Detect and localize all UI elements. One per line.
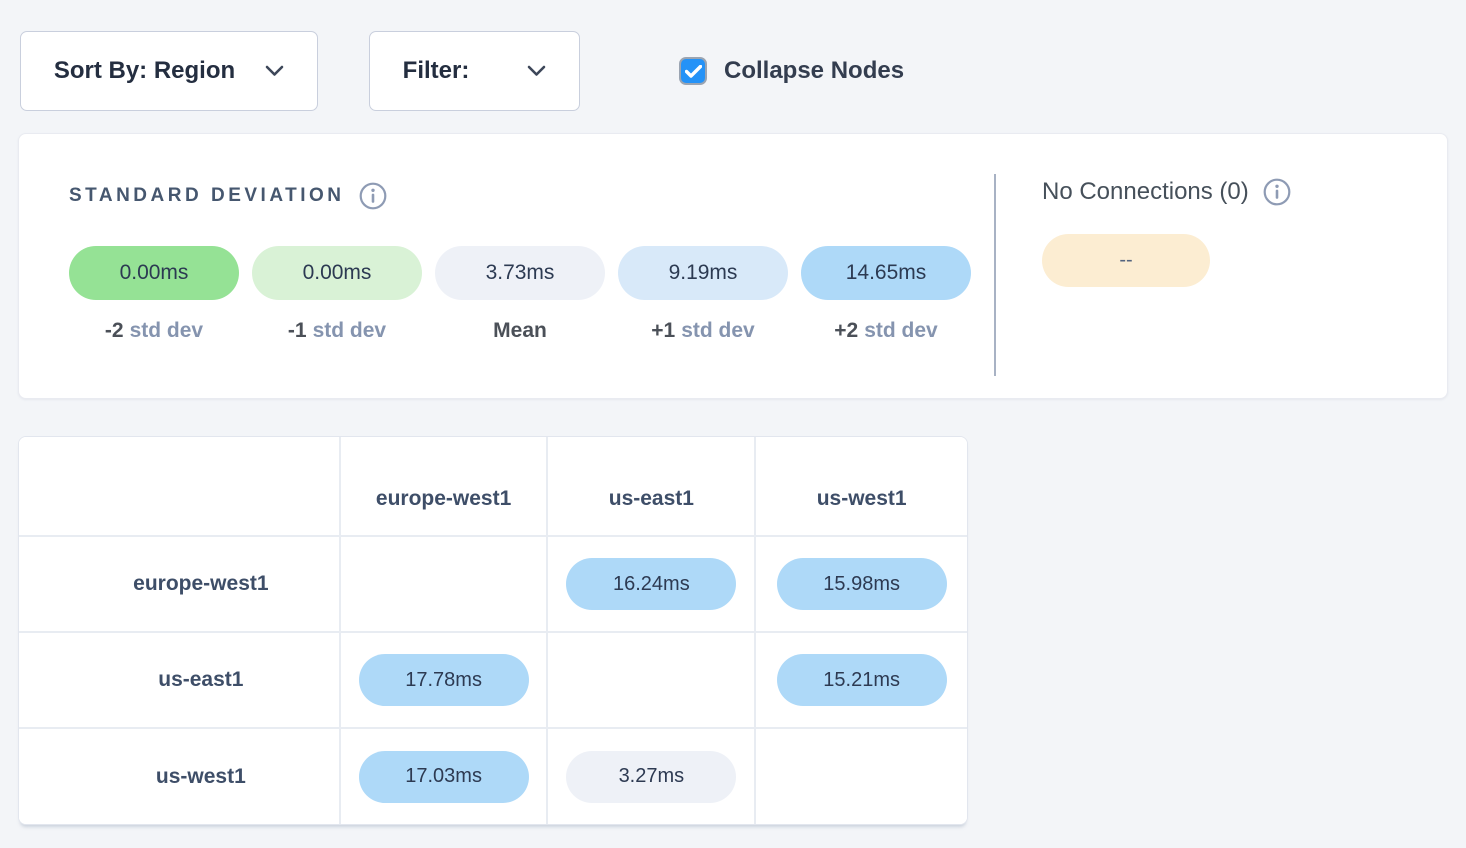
matrix-cell: 16.24ms — [547, 536, 757, 633]
std-dev-caption-text: std dev — [129, 319, 204, 342]
column-header-us-west1: us-west1 — [755, 437, 967, 537]
std-dev-caption-number: +2 — [834, 319, 859, 342]
no-connections-section: No Connections (0) -- — [996, 134, 1291, 398]
table-row: us-west1 17.03ms 3.27ms — [19, 728, 967, 824]
filter-dropdown[interactable]: Filter: — [369, 31, 580, 111]
chevron-down-icon — [528, 65, 546, 76]
legend-item-mean: 3.73ms Mean — [435, 246, 605, 343]
info-icon[interactable] — [1263, 178, 1291, 206]
sort-by-dropdown-label: Sort By: Region — [53, 57, 236, 84]
latency-pill[interactable]: 16.24ms — [566, 558, 737, 610]
std-dev-pill: 0.00ms — [252, 246, 422, 300]
collapse-nodes-checkbox[interactable] — [679, 57, 707, 85]
mean-pill: 3.73ms — [435, 246, 605, 300]
column-header-label: us-east1 — [608, 487, 694, 510]
legend-card: STANDARD DEVIATION 0.00ms -2 std dev 0.00… — [18, 133, 1448, 399]
legend-item-minus2: 0.00ms -2 std dev — [69, 246, 239, 343]
toolbar: Sort By: Region Filter: Collapse Nodes — [0, 0, 1466, 111]
std-dev-scale: 0.00ms -2 std dev 0.00ms -1 std dev 3.73ms… — [69, 246, 994, 343]
latency-matrix: europe-west1 us-east1 us-west1 europe-we… — [18, 436, 968, 825]
matrix-cell: 3.27ms — [547, 728, 757, 824]
matrix-cell — [547, 632, 757, 729]
std-dev-caption-text: std dev — [864, 319, 938, 342]
std-dev-caption-text: std dev — [312, 319, 387, 342]
std-dev-pill: 0.00ms — [69, 246, 239, 300]
matrix-cell: 17.78ms — [339, 632, 549, 729]
latency-pill[interactable] — [359, 556, 529, 608]
matrix-corner-cell — [19, 437, 341, 537]
row-header-us-west1: us-west1 — [19, 728, 341, 824]
row-header-us-east1: us-east1 — [19, 632, 341, 729]
legend-item-plus1: 9.19ms +1 std dev — [618, 246, 788, 343]
row-header-europe-west1: europe-west1 — [19, 536, 341, 633]
no-connections-pill: -- — [1042, 234, 1210, 287]
legend-item-plus2: 14.65ms +2 std dev — [801, 246, 971, 343]
legend-item-minus1: 0.00ms -1 std dev — [252, 246, 422, 343]
mean-caption: Mean — [493, 319, 547, 342]
collapse-nodes-control: Collapse Nodes — [679, 31, 904, 111]
column-header-europe-west1: europe-west1 — [339, 437, 549, 537]
sort-by-dropdown[interactable]: Sort By: Region — [20, 31, 318, 111]
matrix-cell: 15.98ms — [755, 536, 967, 633]
latency-pill[interactable] — [777, 748, 947, 800]
latency-pill[interactable]: 17.78ms — [358, 654, 529, 706]
filter-dropdown-label: Filter: — [402, 57, 470, 84]
checkmark-icon — [684, 64, 702, 78]
info-icon[interactable] — [359, 182, 387, 210]
standard-deviation-section: STANDARD DEVIATION 0.00ms -2 std dev 0.00… — [19, 134, 994, 398]
chevron-down-icon — [265, 65, 284, 76]
std-dev-caption-text: std dev — [681, 319, 755, 342]
latency-pill[interactable]: 17.03ms — [358, 750, 529, 803]
latency-pill[interactable]: 3.27ms — [566, 750, 737, 803]
latency-pill[interactable] — [566, 652, 736, 704]
column-header-label: us-west1 — [816, 487, 907, 510]
collapse-nodes-label: Collapse Nodes — [724, 57, 905, 84]
matrix-cell: 17.03ms — [339, 728, 549, 824]
std-dev-caption-number: -1 — [287, 319, 307, 342]
column-header-us-east1: us-east1 — [547, 437, 757, 537]
std-dev-caption-number: -2 — [104, 319, 124, 342]
latency-pill[interactable]: 15.98ms — [776, 558, 947, 610]
vertical-divider — [994, 174, 996, 376]
standard-deviation-title: STANDARD DEVIATION — [69, 185, 345, 206]
matrix-cell: 15.21ms — [755, 632, 967, 729]
latency-pill[interactable]: 15.21ms — [776, 654, 947, 706]
matrix-cell — [755, 728, 967, 824]
matrix-cell — [339, 536, 549, 633]
std-dev-pill: 9.19ms — [618, 246, 788, 300]
table-row: us-east1 17.78ms 15.21ms — [19, 632, 967, 729]
std-dev-caption-number: +1 — [651, 319, 676, 342]
std-dev-pill: 14.65ms — [801, 246, 971, 300]
no-connections-title: No Connections (0) — [1042, 178, 1249, 205]
table-row: europe-west1 16.24ms 15.98ms — [19, 536, 967, 633]
column-header-label: europe-west1 — [375, 487, 512, 510]
